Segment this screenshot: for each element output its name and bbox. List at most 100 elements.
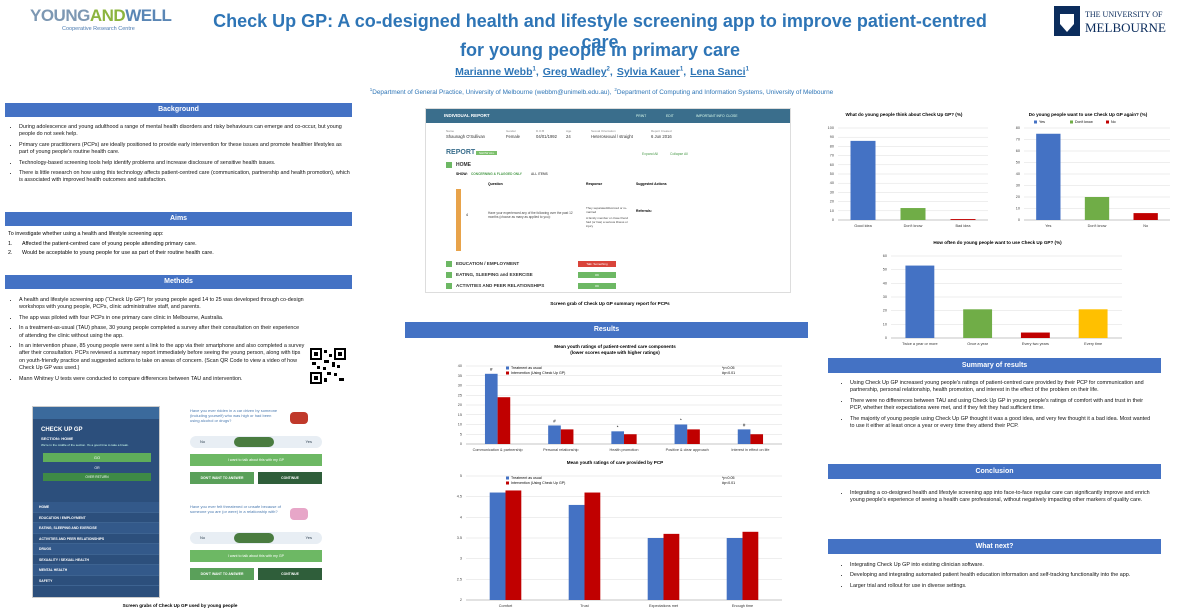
- author-name: Sylvia Kauer: [617, 66, 680, 78]
- legend-swatch: [506, 482, 509, 485]
- annotation: *p<0.05: [722, 476, 735, 480]
- aim-item: 1.Affected the patient-centred care of y…: [8, 240, 348, 249]
- chart-subtitle: (lower scores equate with higher ratings…: [570, 350, 660, 355]
- bar: [611, 431, 624, 444]
- toggle-yes: Yes: [305, 535, 312, 540]
- bar: [585, 493, 601, 600]
- logo-text: THE UNIVERSITY OF: [1085, 10, 1163, 19]
- y-tick-label: 0: [460, 442, 462, 446]
- y-tick-label: 5: [460, 474, 462, 478]
- bar: [951, 219, 976, 220]
- y-tick-label: 80: [830, 144, 834, 148]
- annotation: #p<0.01: [722, 481, 735, 485]
- y-tick-label: 0: [885, 336, 887, 340]
- bar: [738, 429, 751, 444]
- talk-button[interactable]: I want to talk about this with my GP: [190, 550, 322, 562]
- field-label: Name: [446, 129, 454, 133]
- menu-item[interactable]: ACTIVITIES AND PEER RELATIONSHIPS: [33, 534, 159, 545]
- bullet-list: A health and lifestyle screening app (“C…: [5, 297, 305, 386]
- bullet: Technology-based screening tools help id…: [19, 160, 350, 167]
- author-sup: 1: [746, 67, 749, 73]
- legend-label: Treatment as usual: [511, 476, 542, 480]
- y-tick-label: 5: [460, 432, 462, 436]
- y-tick-label: 10: [458, 423, 462, 427]
- author-name: Greg Wadley: [543, 66, 607, 78]
- menu-item[interactable]: MENTAL HEALTH: [33, 565, 159, 576]
- y-tick-label: 40: [458, 364, 462, 368]
- y-tick-label: 60: [883, 254, 887, 258]
- menu-item[interactable]: HOME: [33, 502, 159, 513]
- menu-item[interactable]: SEXUALITY / SEXUAL HEALTH: [33, 555, 159, 566]
- app-or: OR: [43, 466, 151, 470]
- significance-marker: #: [490, 367, 493, 372]
- report-nav[interactable]: PRINT: [636, 114, 646, 118]
- column-head: Question: [488, 182, 503, 186]
- y-tick-label: 20: [458, 403, 462, 407]
- menu-item[interactable]: DRUGS: [33, 544, 159, 555]
- menu-item[interactable]: EATING, SLEEPING AND EXERCISE: [33, 523, 159, 534]
- field-value: 24: [566, 134, 571, 139]
- screen-button[interactable]: CONTINUE: [258, 472, 322, 484]
- filter[interactable]: ALL ITEMS: [531, 172, 548, 176]
- section-icon: [446, 162, 452, 168]
- menu-item[interactable]: SAFETY: [33, 576, 159, 587]
- qr-code: [310, 348, 346, 384]
- legend-swatch: [1106, 121, 1109, 124]
- bar: [963, 309, 992, 338]
- bar: [1079, 309, 1108, 338]
- section-heading: Results: [405, 322, 808, 338]
- report-action[interactable]: Collapse All: [670, 152, 688, 156]
- screen-button[interactable]: DON'T WANT TO ANSWER: [190, 568, 254, 580]
- bar: [1085, 197, 1109, 220]
- report-heading: REPORT: [446, 149, 475, 156]
- y-tick-label: 2: [460, 598, 462, 602]
- report-action[interactable]: Expand All: [642, 152, 658, 156]
- bar: [675, 425, 688, 445]
- report-nav[interactable]: IMPORTANT INFO: [696, 114, 725, 118]
- row-num: 4: [466, 213, 468, 217]
- field-label: Report Created: [651, 129, 672, 133]
- x-tick-label: No: [1143, 224, 1148, 228]
- talk-button[interactable]: I want to talk about this with my GP: [190, 454, 322, 466]
- bullet-list: Integrating Check Up GP into existing cl…: [836, 562, 1156, 593]
- section-icon: [446, 261, 452, 267]
- bullet: During adolescence and young adulthood a…: [19, 124, 350, 139]
- app-button[interactable]: GO: [43, 453, 151, 462]
- y-tick-label: 10: [1016, 207, 1020, 211]
- chart-title: What do young people think about Check U…: [846, 112, 963, 117]
- section-status: Talk: Something: [578, 261, 616, 267]
- question-icon: [290, 412, 308, 424]
- bullet: There is little research on how using th…: [19, 170, 350, 185]
- filter[interactable]: CONCERNING & FLAGGED ONLY: [471, 172, 522, 176]
- bar: [561, 429, 574, 444]
- question-text: Have you ever felt threatened or unsafe …: [190, 504, 282, 514]
- report-header: INDIVIDUAL REPORTPRINTEDITIMPORTANT INFO…: [426, 109, 790, 123]
- toggle-knob: [234, 533, 274, 543]
- menu-item[interactable]: EDUCATION / EMPLOYMENT: [33, 513, 159, 524]
- bar: [485, 374, 498, 444]
- screen-button[interactable]: DON'T WANT TO ANSWER: [190, 472, 254, 484]
- question-icon: [290, 508, 308, 520]
- section-title[interactable]: EDUCATION / EMPLOYMENT: [456, 261, 519, 266]
- significance-marker: #: [553, 419, 556, 424]
- bullet: Primary care practitioners (PCPs) are id…: [19, 142, 350, 157]
- y-tick-label: 100: [828, 126, 834, 130]
- x-tick-label: Don't know: [1088, 224, 1107, 228]
- report-nav[interactable]: EDIT: [666, 114, 674, 118]
- section-title[interactable]: EATING, SLEEPING and EXERCISE: [456, 272, 533, 277]
- bar: [1134, 213, 1158, 220]
- authors: Marianne Webb1,Greg Wadley2,Sylvia Kauer…: [300, 66, 900, 78]
- screen-button[interactable]: CONTINUE: [258, 568, 322, 580]
- section-title[interactable]: ACTIVITIES AND PEER RELATIONSHIPS: [456, 283, 544, 288]
- section-status: OK: [578, 283, 616, 289]
- aim-text: Affected the patient-centred care of you…: [22, 241, 197, 247]
- report-nav[interactable]: CLOSE: [726, 114, 738, 118]
- y-tick-label: 90: [830, 135, 834, 139]
- y-tick-label: 20: [830, 200, 834, 204]
- column-head: Response: [586, 182, 602, 186]
- logo-word: AND: [90, 6, 125, 25]
- app-button[interactable]: OVER RETURN: [43, 473, 151, 481]
